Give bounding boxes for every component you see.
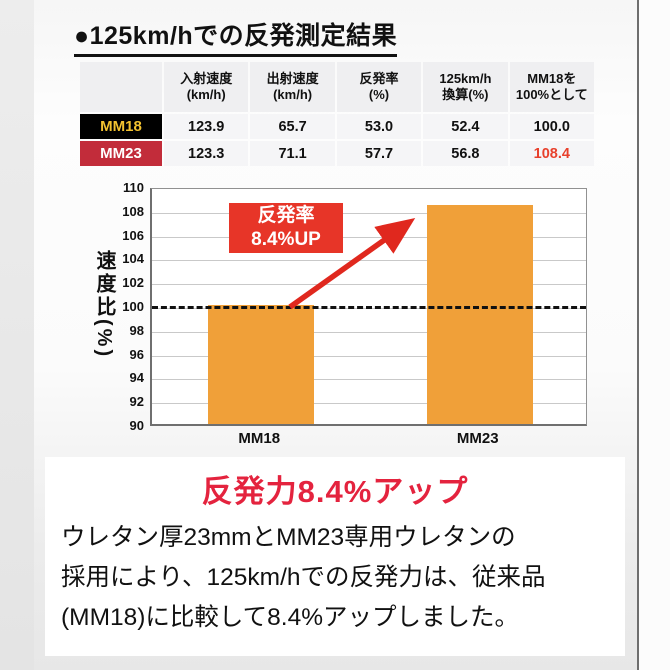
- y-axis-tick-label: 94: [129, 370, 144, 386]
- table-cell: 100.0: [509, 114, 594, 139]
- table-cell: 52.4: [423, 114, 508, 139]
- y-axis-tick-label: 108: [122, 203, 144, 219]
- y-axis-tick-label: 92: [129, 394, 144, 410]
- page-right-border: [637, 0, 639, 670]
- x-axis-label-mm18: MM18: [238, 430, 281, 447]
- summary-heading: 反発力8.4%アップ: [201, 474, 469, 509]
- bar-chart-plot-area: 反発率 8.4%UP: [150, 188, 587, 426]
- table-cell: 53.0: [336, 114, 422, 139]
- col-header-mm18-as-100: MM18を 100%として: [509, 62, 594, 112]
- row-label-mm23: MM23: [80, 141, 162, 166]
- callout-line2: 8.4%UP: [251, 229, 321, 250]
- baseline-100-dashed-line: [152, 306, 586, 309]
- summary-line: 採用により、125km/hでの反発力は、従来品: [61, 564, 546, 591]
- gridline: [152, 403, 586, 405]
- table-cell: 65.7: [250, 114, 335, 139]
- gridline: [152, 212, 586, 214]
- table-cell: 123.9: [164, 114, 249, 139]
- table-cell-highlighted: 108.4: [509, 141, 594, 166]
- y-axis-tick-label: 104: [122, 251, 144, 267]
- x-axis-label-mm23: MM23: [456, 430, 499, 447]
- summary-line: ウレタン厚23mmとMM23専用ウレタンの: [61, 524, 516, 551]
- table-cell: 71.1: [250, 141, 335, 166]
- callout-line1: 反発率: [257, 205, 315, 226]
- table-corner-cell: [80, 62, 162, 112]
- gridline: [152, 355, 586, 357]
- summary-panel: 反発力8.4%アップ ウレタン厚23mmとMM23専用ウレタンの 採用により、1…: [45, 457, 625, 656]
- rebound-data-table: 入射速度 (km/h) 出射速度 (km/h) 反発率 (%) 125km/h …: [80, 62, 594, 166]
- section-title: ●125km/hでの反発測定結果: [74, 16, 398, 57]
- y-axis-tick-label: 96: [129, 346, 144, 362]
- rebound-up-callout: 反発率 8.4%UP: [229, 203, 343, 253]
- y-axis-tick-label: 102: [122, 275, 144, 291]
- summary-body: ウレタン厚23mmとMM23専用ウレタンの 採用により、125km/hでの反発力…: [45, 518, 625, 638]
- table-cell: 57.7: [336, 141, 422, 166]
- col-header-inject-speed: 入射速度 (km/h): [164, 62, 249, 112]
- bar-mm23: [426, 205, 533, 424]
- col-header-exit-speed: 出射速度 (km/h): [250, 62, 335, 112]
- col-header-rebound-rate: 反発率 (%): [336, 62, 422, 112]
- page-right-margin: [639, 0, 670, 670]
- col-header-125kmh-converted: 125km/h 換算(%): [423, 62, 508, 112]
- y-axis-tick-label: 100: [122, 299, 144, 314]
- row-label-mm18: MM18: [80, 114, 162, 139]
- gridline: [152, 379, 586, 381]
- gridline: [152, 331, 586, 333]
- table-cell: 56.8: [423, 141, 508, 166]
- bar-mm18: [208, 305, 315, 424]
- y-axis-title: 速度比(%): [93, 250, 115, 360]
- y-axis-tick-label: 106: [122, 227, 144, 243]
- summary-line: (MM18)に比較して8.4%アップしました。: [61, 604, 519, 631]
- y-axis-tick-label: 98: [129, 322, 144, 338]
- table-cell: 123.3: [164, 141, 249, 166]
- y-axis-tick-label: 90: [129, 418, 144, 433]
- y-axis-tick-label: 110: [123, 180, 144, 195]
- page-left-margin: [0, 0, 34, 670]
